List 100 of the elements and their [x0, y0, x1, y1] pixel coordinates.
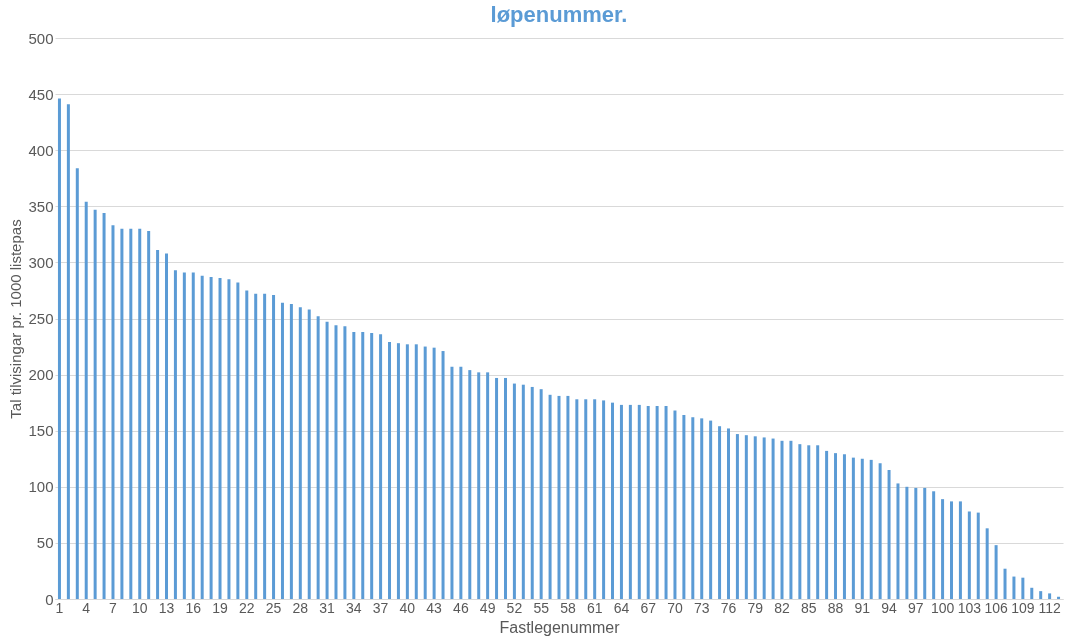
bar [307, 309, 311, 599]
y-tick-label: 0 [45, 590, 54, 608]
x-tick-label: 34 [346, 599, 362, 616]
bar [967, 511, 971, 599]
bar [744, 435, 748, 599]
bar [93, 209, 97, 599]
chart-title: løpenummer. [490, 2, 628, 27]
bar [477, 372, 481, 599]
bar [503, 377, 507, 599]
bar [628, 404, 632, 599]
bar [102, 213, 106, 599]
x-tick-label: 31 [319, 599, 336, 616]
bar [236, 282, 240, 599]
y-tick-label: 150 [28, 422, 54, 440]
x-tick-label: 94 [881, 599, 898, 616]
bar [682, 414, 686, 599]
bar [557, 395, 561, 599]
bar [138, 228, 142, 599]
bar [379, 334, 383, 599]
x-tick-label: 112 [1038, 599, 1061, 616]
bar [334, 325, 338, 599]
bar [343, 326, 347, 599]
bar [709, 420, 713, 599]
bar [646, 406, 650, 599]
x-tick-label: 58 [560, 599, 576, 616]
bar [807, 445, 811, 599]
bar [84, 201, 88, 599]
bar [191, 272, 195, 599]
bar [584, 399, 588, 599]
bar [1030, 587, 1034, 599]
x-tick-label: 46 [453, 599, 469, 616]
bar [887, 469, 891, 599]
x-tick-label: 22 [239, 599, 255, 616]
bar [280, 302, 284, 599]
x-tick-label: 70 [667, 599, 683, 616]
bar [842, 454, 846, 599]
y-tick-label: 100 [28, 478, 54, 496]
bar [860, 458, 864, 599]
bar [896, 483, 900, 599]
bar [459, 366, 463, 599]
bar [976, 512, 980, 599]
bar [388, 342, 392, 599]
bar [218, 278, 222, 599]
x-tick-label: 106 [984, 599, 1008, 616]
x-tick-label: 1 [55, 599, 64, 616]
bar [468, 370, 472, 599]
bar [851, 457, 855, 599]
bar [958, 501, 962, 599]
bar [664, 406, 668, 599]
bar [414, 344, 418, 599]
bar [245, 290, 249, 599]
x-tick-label: 52 [506, 599, 523, 616]
bar [147, 230, 151, 599]
bar [1039, 591, 1043, 599]
bar [254, 293, 258, 599]
bar [816, 445, 820, 599]
bar [272, 294, 276, 599]
x-tick-label: 19 [212, 599, 229, 616]
bar [450, 366, 454, 599]
bar [914, 487, 918, 599]
x-tick-label: 25 [265, 599, 282, 616]
bar [726, 428, 730, 599]
y-tick-label: 450 [28, 85, 54, 103]
x-tick-label: 79 [747, 599, 764, 616]
bar [539, 389, 543, 599]
bar [985, 528, 989, 599]
x-tick-label: 49 [479, 599, 496, 616]
bar [718, 426, 722, 599]
bar [593, 399, 597, 599]
bar [566, 395, 570, 599]
bar [182, 272, 186, 599]
bar [1021, 577, 1025, 599]
x-tick-label: 16 [185, 599, 202, 616]
bar [111, 225, 115, 599]
bar [57, 98, 61, 599]
bar [673, 410, 677, 599]
x-tick-label: 67 [640, 599, 657, 616]
bar [325, 321, 329, 599]
bar [923, 487, 927, 599]
bar [611, 402, 615, 599]
bar [173, 270, 177, 599]
x-tick-label: 100 [930, 599, 955, 616]
bar [352, 331, 356, 599]
x-tick-label: 10 [131, 599, 148, 616]
bar [396, 343, 400, 599]
bar [432, 347, 436, 599]
bar [361, 331, 365, 599]
bar [1003, 568, 1007, 599]
x-tick-label: 76 [720, 599, 737, 616]
x-tick-label: 7 [109, 599, 118, 616]
bar [530, 386, 534, 599]
bar [762, 437, 766, 599]
bar [825, 450, 829, 599]
bar [548, 394, 552, 599]
x-tick-label: 43 [426, 599, 443, 616]
x-tick-label: 64 [613, 599, 630, 616]
x-tick-label: 88 [827, 599, 844, 616]
bar [289, 303, 293, 599]
x-tick-label: 103 [957, 599, 982, 616]
x-tick-label: 109 [1011, 599, 1035, 616]
